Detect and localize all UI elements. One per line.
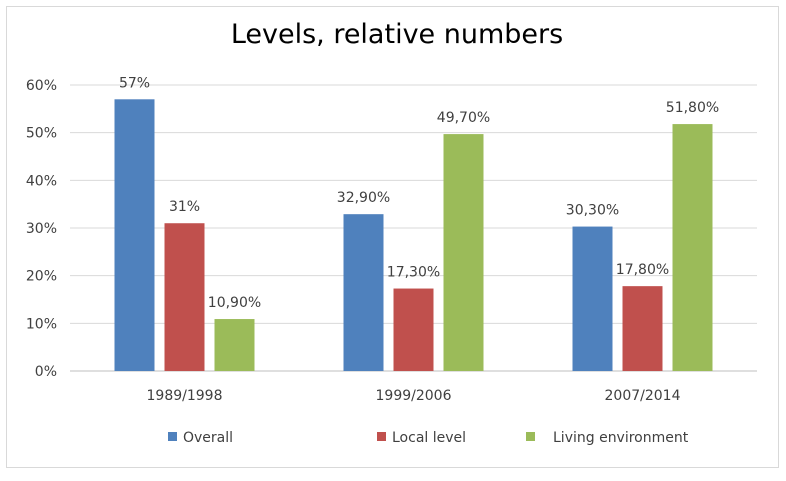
data-label: 10,90% (208, 295, 261, 311)
bar (572, 226, 613, 371)
legend-swatch (526, 432, 535, 441)
x-tick-label: 2007/2014 (605, 388, 681, 404)
bar (393, 288, 434, 371)
legend-label: Overall (183, 430, 233, 446)
bars: 57% 31% 10,90% 32,90% 17,30% 49,70% 30,30% 17,8… (114, 75, 719, 372)
legend-swatch (377, 432, 386, 441)
bar (343, 214, 384, 371)
y-tick-label: 30% (26, 221, 57, 237)
bar (622, 286, 663, 371)
data-label: 51,80% (666, 100, 719, 116)
data-label: 17,30% (387, 265, 440, 281)
bar (443, 134, 484, 371)
y-tick-label: 60% (26, 78, 57, 94)
x-axis: 1989/1998 1999/2006 2007/2014 (147, 388, 681, 404)
data-label: 32,90% (337, 190, 390, 206)
bar (672, 124, 713, 371)
bar (214, 319, 255, 371)
y-tick-label: 50% (26, 126, 57, 142)
legend-swatch (168, 432, 177, 441)
chart-title: Levels, relative numbers (231, 19, 563, 50)
y-tick-label: 0% (35, 364, 57, 380)
bar (114, 99, 155, 372)
data-label: 57% (119, 75, 150, 91)
legend-label: Local level (392, 430, 466, 446)
legend-label: Living environment (553, 430, 689, 446)
y-tick-label: 10% (26, 316, 57, 332)
data-label: 49,70% (437, 110, 490, 126)
legend: Overall Local level Living environment (168, 430, 689, 446)
x-tick-label: 1999/2006 (376, 388, 452, 404)
x-tick-label: 1989/1998 (147, 388, 223, 404)
y-axis: 0% 10% 20% 30% 40% 50% 60% (26, 78, 57, 380)
y-tick-label: 40% (26, 173, 57, 189)
data-label: 17,80% (616, 262, 669, 278)
y-tick-label: 20% (26, 269, 57, 285)
data-label: 30,30% (566, 203, 619, 219)
data-label: 31% (169, 199, 200, 215)
bar (164, 223, 205, 371)
